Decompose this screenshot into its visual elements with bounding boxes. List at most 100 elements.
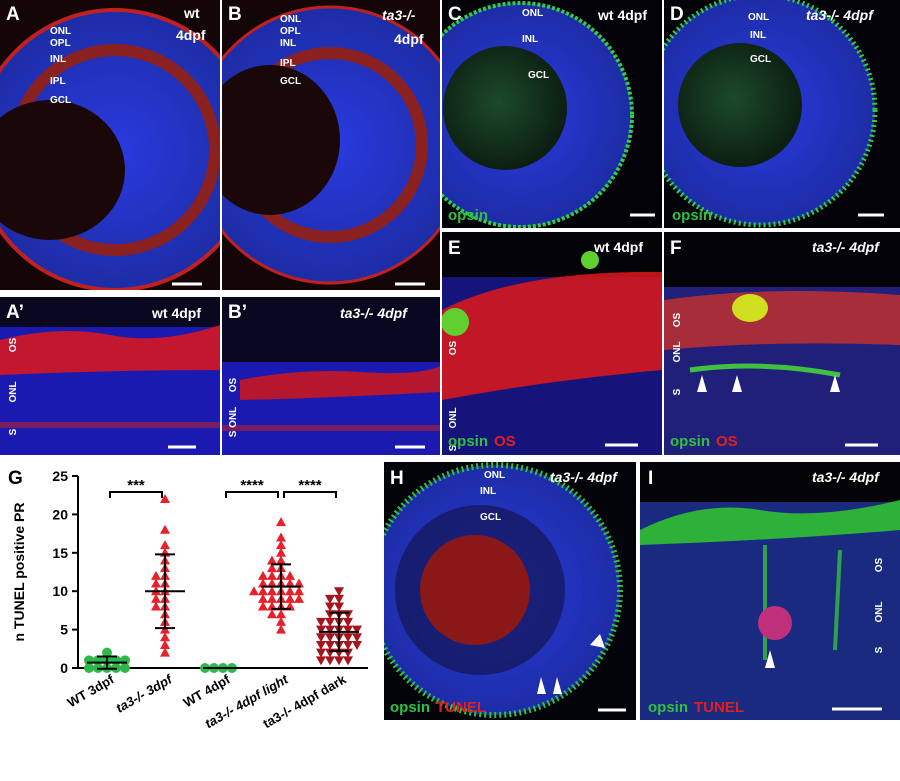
data-point — [316, 640, 326, 650]
stain-label: TUNEL — [694, 699, 744, 716]
data-point — [151, 593, 161, 603]
data-point — [316, 617, 326, 627]
data-point — [120, 663, 130, 673]
data-point — [316, 625, 326, 635]
panel-title: ta3-/- 4dpf — [550, 469, 618, 485]
layer-label: OS — [8, 337, 19, 352]
significance-label: *** — [127, 477, 145, 494]
stain-label: opsin — [670, 433, 710, 450]
data-point — [276, 609, 286, 619]
stain-label: OS — [716, 433, 738, 450]
image-c — [442, 0, 662, 228]
panel-letter: E — [448, 238, 461, 259]
layer-label: ONL — [672, 341, 683, 362]
layer-label: S — [448, 444, 459, 451]
panel-title: wt — [183, 5, 200, 21]
data-point — [294, 593, 304, 603]
stain-label: TUNEL — [436, 699, 486, 716]
image-a-prime — [0, 297, 220, 455]
layer-label: OS — [672, 312, 683, 327]
y-tick-label: 10 — [52, 583, 68, 599]
panel-letter: A’ — [6, 302, 24, 323]
layer-label: OS — [448, 340, 459, 355]
layer-label: ONL — [8, 381, 19, 402]
panel-letter: G — [8, 468, 23, 489]
data-point — [249, 586, 259, 596]
data-point — [352, 633, 362, 643]
data-point — [334, 656, 344, 666]
y-tick-label: 15 — [52, 545, 68, 561]
data-point — [276, 540, 286, 550]
panel-title: wt 4dpf — [593, 239, 643, 255]
data-point — [160, 647, 170, 657]
panel-title: wt 4dpf — [151, 305, 201, 321]
data-point — [120, 655, 130, 666]
data-point — [267, 570, 277, 580]
significance-label: **** — [298, 477, 322, 494]
y-tick-label: 25 — [52, 468, 68, 484]
data-point — [325, 617, 335, 627]
panel-title: wt 4dpf — [597, 7, 647, 23]
stain-label: opsin — [448, 207, 488, 224]
image-h — [384, 462, 636, 720]
stain-label: opsin — [390, 699, 430, 716]
data-point — [160, 624, 170, 634]
data-point — [325, 625, 335, 635]
layer-label: IPL — [280, 58, 296, 69]
layer-label: GCL — [480, 512, 501, 523]
panel-letter: D — [670, 4, 684, 25]
data-point — [325, 640, 335, 650]
data-point — [151, 601, 161, 611]
image-e — [442, 232, 662, 455]
data-point — [325, 648, 335, 658]
data-point — [325, 594, 335, 604]
data-point — [258, 593, 268, 603]
data-point — [160, 639, 170, 649]
layer-label: OPL — [280, 26, 301, 37]
data-point — [84, 663, 94, 673]
y-tick-label: 5 — [60, 622, 68, 638]
data-point — [343, 633, 353, 643]
layer-label: S — [672, 388, 683, 395]
data-point — [343, 625, 353, 635]
data-point — [352, 625, 362, 635]
panel-title: ta3-/- 4dpf — [340, 305, 408, 321]
data-point — [316, 648, 326, 658]
y-axis-label: n TUNEL positive PR — [11, 503, 27, 642]
stain-label: OS — [494, 433, 516, 450]
layer-label: ONL — [50, 26, 71, 37]
layer-label: ONL — [748, 12, 769, 23]
data-point — [334, 594, 344, 604]
data-point — [276, 555, 286, 565]
data-point — [343, 617, 353, 627]
layer-label: ONL — [280, 14, 301, 25]
data-point — [352, 640, 362, 650]
image-b — [222, 0, 440, 290]
data-point — [267, 555, 277, 565]
data-point — [267, 593, 277, 603]
layer-label: ONL — [484, 470, 505, 481]
layer-label: OS — [874, 557, 885, 572]
layer-label: S ONL — [228, 407, 239, 438]
layer-label: GCL — [528, 70, 549, 81]
significance-label: **** — [240, 477, 264, 494]
data-point — [325, 633, 335, 643]
panel-title: 4dpf — [176, 27, 206, 43]
data-point — [102, 647, 112, 658]
data-point — [325, 610, 335, 620]
data-point — [285, 593, 295, 603]
data-point — [84, 655, 94, 666]
layer-label: GCL — [50, 95, 71, 106]
significance-bracket — [225, 491, 279, 498]
data-point — [258, 570, 268, 580]
data-point — [343, 640, 353, 650]
data-point — [160, 632, 170, 642]
panel-letter: B — [228, 4, 242, 25]
data-point — [334, 587, 344, 597]
data-point — [325, 656, 335, 666]
data-point — [325, 602, 335, 612]
layer-label: ONL — [522, 8, 543, 19]
stain-label: opsin — [648, 699, 688, 716]
layer-label: INL — [50, 54, 66, 65]
